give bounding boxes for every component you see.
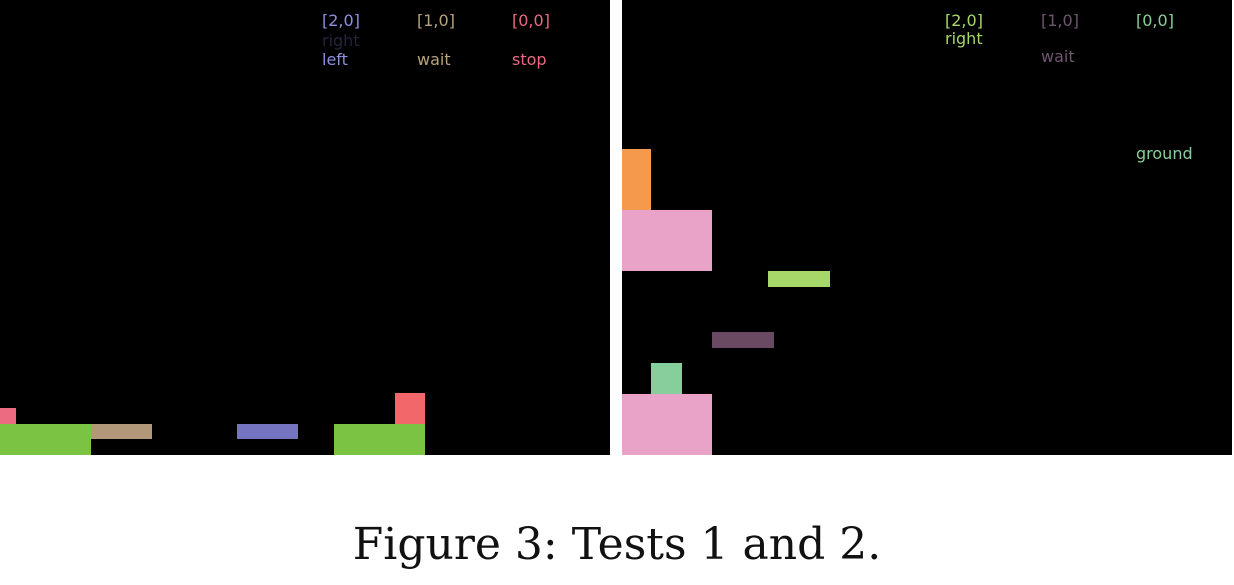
test1-green-block-left: [0, 424, 91, 455]
test2-pink-block-upper: [622, 210, 712, 271]
test1-game-panel: [2,0] right left [1,0] wait [0,0] stop: [0, 0, 610, 455]
test1-small-pink-block: [0, 408, 16, 424]
test1-green-block-right: [334, 424, 425, 455]
test2-pink-block-lower: [622, 394, 712, 455]
test2-mint-block: [651, 363, 682, 394]
test1-col00-action-label: stop: [512, 50, 547, 69]
test1-tan-block: [91, 424, 152, 439]
test1-col10-action-label: wait: [417, 50, 451, 69]
test2-col20-id-label: [2,0]: [945, 11, 983, 30]
figure-caption: Figure 3: Tests 1 and 2.: [352, 519, 882, 570]
test2-orange-block: [622, 149, 651, 210]
test1-red-block: [395, 393, 425, 424]
test1-col20-id-label: [2,0]: [322, 11, 360, 30]
test2-col00-id-label: [0,0]: [1136, 11, 1174, 30]
test1-col10-id-label: [1,0]: [417, 11, 455, 30]
test2-purple-block: [712, 332, 774, 348]
test2-col10-action-label: wait: [1041, 47, 1075, 66]
test1-col20-action-label: left: [322, 50, 348, 69]
test2-col10-id-label: [1,0]: [1041, 11, 1079, 30]
test1-col00-id-label: [0,0]: [512, 11, 550, 30]
test2-lime-block: [768, 271, 830, 287]
test2-game-panel: [2,0] right [1,0] wait [0,0] ground: [622, 0, 1232, 455]
test2-col00-action-label: ground: [1136, 144, 1193, 163]
test1-blue-block: [237, 424, 298, 439]
test2-col20-action-label: right: [945, 29, 983, 48]
test1-col20-faint-label: right: [322, 31, 360, 50]
